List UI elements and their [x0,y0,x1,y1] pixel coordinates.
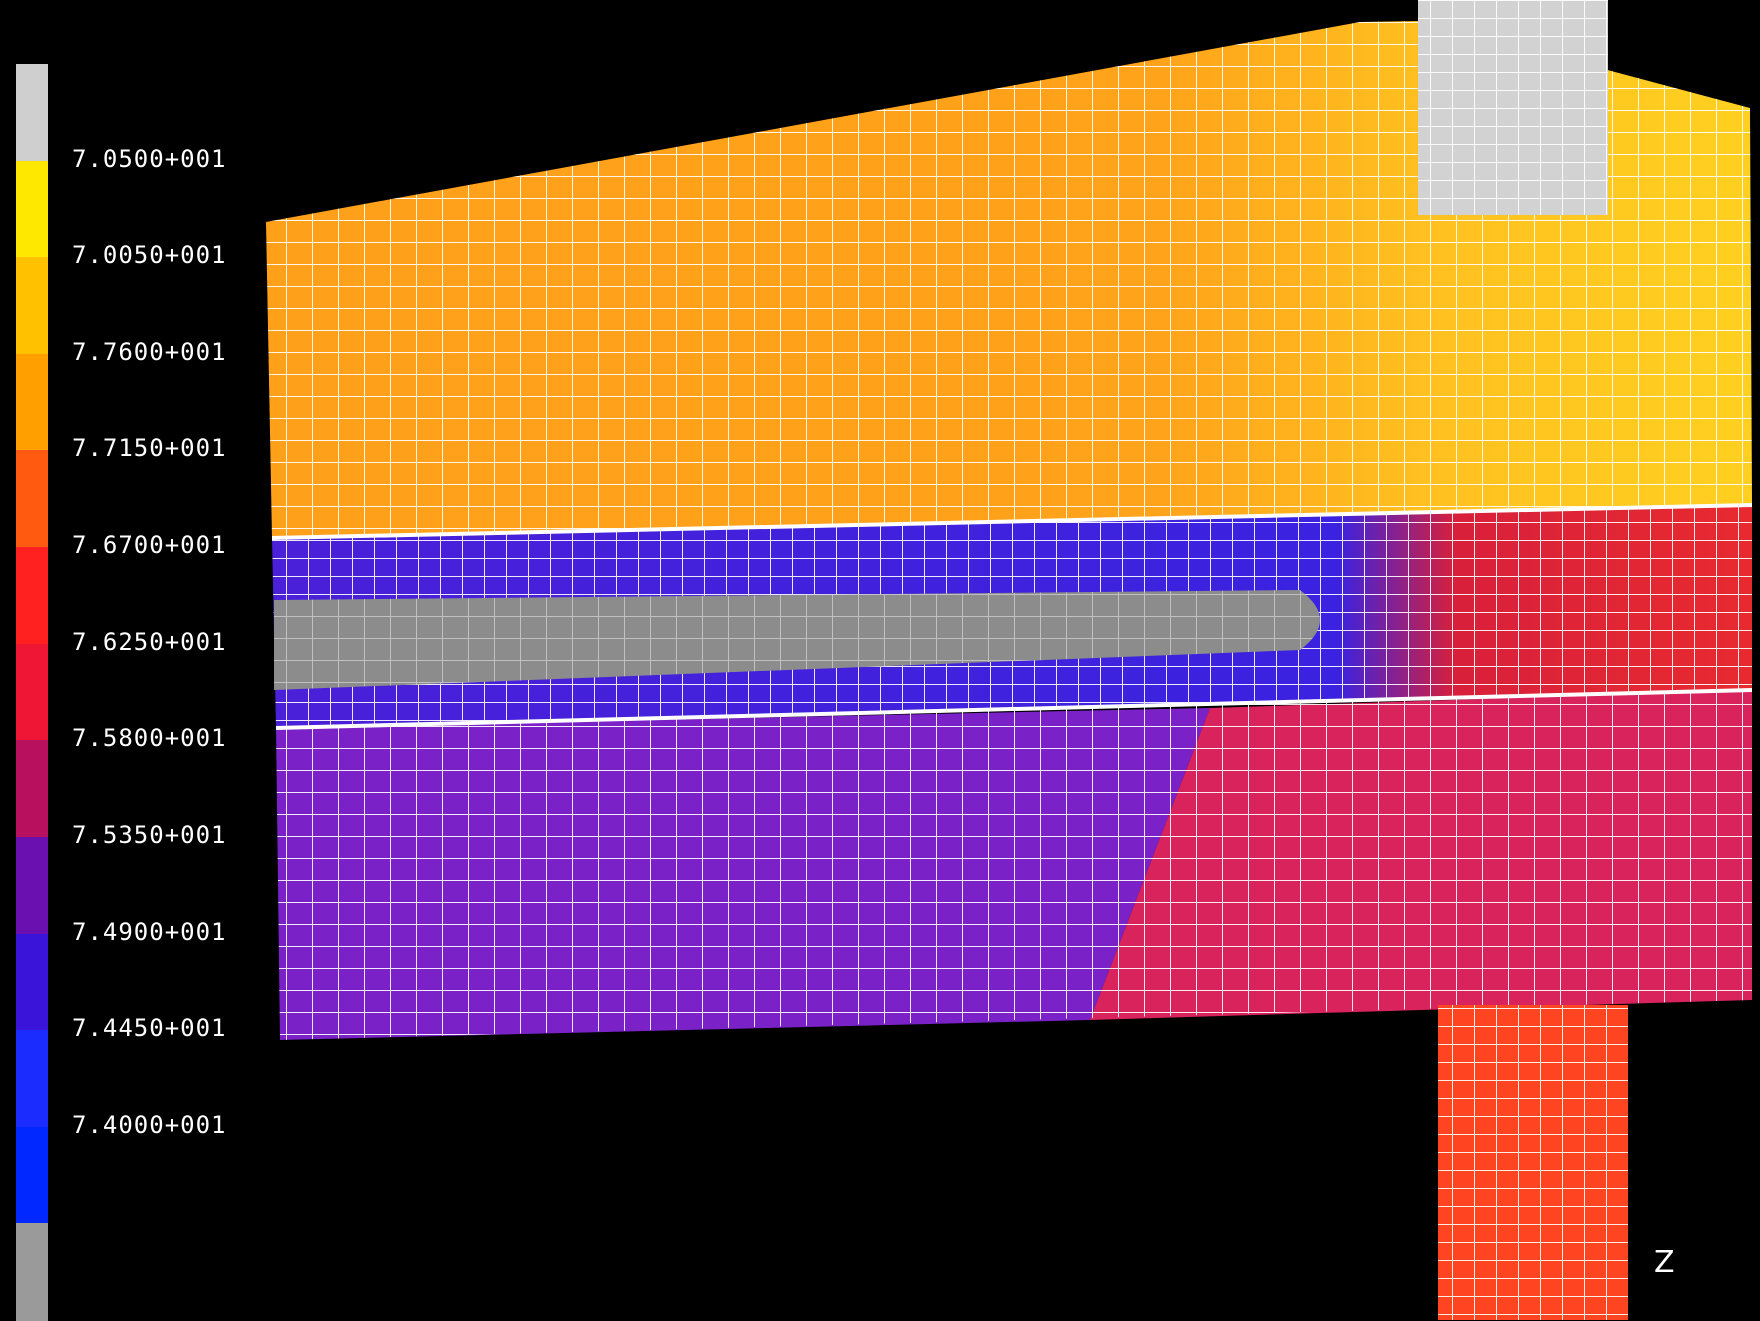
legend-swatch [16,740,48,838]
legend-swatch [16,1223,48,1321]
legend-label: 7.7150+001 [72,434,227,463]
legend-swatch [16,257,48,355]
lower-layer [276,690,1752,1040]
axis-z-label: Z [1654,1245,1675,1280]
support-pillar [1438,1005,1628,1320]
legend-swatch [16,160,48,259]
gray-core [274,590,1320,690]
legend-label: 7.5350+001 [72,820,227,849]
legend-swatch [16,1126,48,1225]
legend-swatch [16,450,48,549]
legend-label: 7.6700+001 [72,531,227,560]
legend-swatch [16,933,48,1032]
legend-label: 7.0050+001 [72,241,227,270]
top-layer [266,20,1752,538]
legend-label: 7.5800+001 [72,724,227,753]
legend-swatch [16,1030,48,1128]
legend-swatch [16,353,48,452]
legend-label: 7.6250+001 [72,627,227,656]
axis-triad-icon: Z [1654,1245,1675,1280]
legend-label: 7.4450+001 [72,1014,227,1043]
legend-label: 7.7600+001 [72,337,227,366]
legend-swatch [16,547,48,645]
legend-label: 7.0500+001 [72,144,227,173]
insert-block [1418,0,1608,215]
legend-label: 7.4900+001 [72,917,227,946]
color-legend-bar [16,64,48,1321]
legend-swatch [16,836,48,935]
legend-swatch [16,643,48,742]
legend-label: 7.4000+001 [72,1110,227,1139]
legend-swatch [16,64,48,162]
